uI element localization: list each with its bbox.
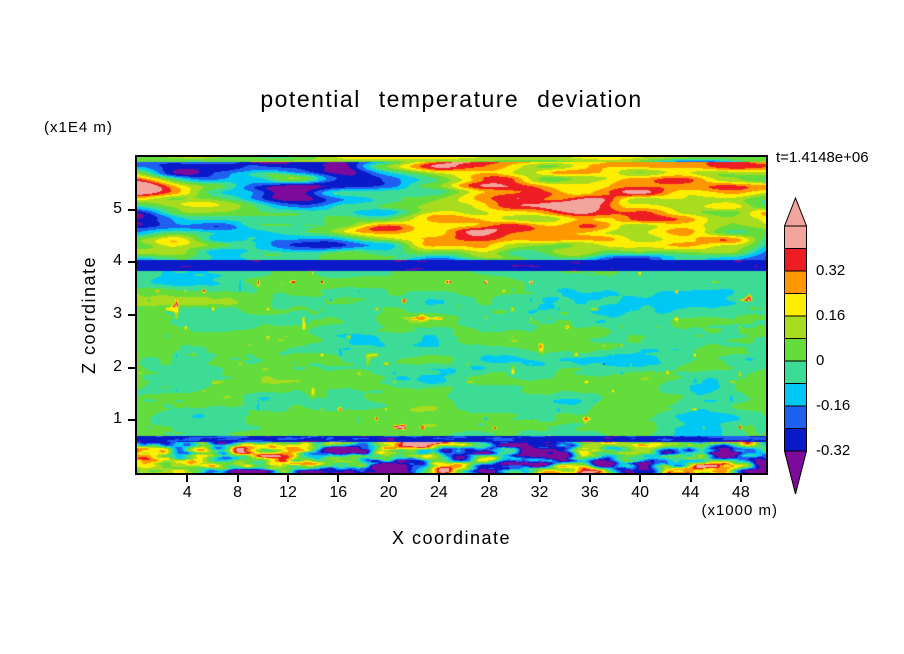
y-axis-tick-label: 1 bbox=[113, 410, 122, 428]
y-axis-tick-label: 4 bbox=[113, 252, 122, 270]
colorbar-tick-label: 0.16 bbox=[816, 307, 846, 324]
x-axis-units-label: (x1000 m) bbox=[701, 502, 778, 519]
x-axis-tick-label: 8 bbox=[233, 484, 243, 501]
colorbar-segment bbox=[784, 405, 807, 429]
y-axis-tick-label: 2 bbox=[113, 357, 122, 375]
colorbar-bottom-cap bbox=[783, 450, 808, 495]
y-axis-tick bbox=[128, 419, 135, 422]
x-axis-label: X coordinate bbox=[391, 528, 512, 548]
x-axis-tick bbox=[488, 475, 491, 482]
colorbar-tick-label: -0.32 bbox=[816, 442, 851, 459]
x-axis-tick bbox=[588, 475, 591, 482]
x-axis-tick-label: 48 bbox=[731, 484, 750, 501]
x-axis-tick bbox=[236, 475, 239, 482]
x-axis-tick-label: 12 bbox=[279, 484, 297, 501]
x-axis-tick-label: 36 bbox=[580, 484, 599, 501]
x-axis-tick-label: 28 bbox=[480, 484, 499, 501]
x-axis-tick bbox=[186, 475, 189, 482]
x-axis-tick-label: 20 bbox=[379, 484, 398, 501]
y-axis-tick bbox=[128, 366, 135, 369]
time-annotation: t=1.4148e+06 bbox=[776, 149, 869, 166]
plot-frame bbox=[135, 155, 768, 475]
colorbar-top-cap bbox=[783, 196, 808, 227]
x-axis-tick-label: 16 bbox=[329, 484, 348, 501]
y-axis-tick-label: 5 bbox=[113, 199, 122, 217]
y-axis-tick bbox=[128, 208, 135, 211]
colorbar-segment bbox=[784, 293, 807, 317]
y-axis-tick bbox=[128, 314, 135, 316]
x-axis-tick-label: 24 bbox=[430, 484, 448, 501]
x-axis-tick bbox=[437, 475, 440, 482]
x-axis-tick-label: 4 bbox=[182, 484, 192, 501]
colorbar-tick-label: 0 bbox=[816, 352, 825, 369]
chart-title: potential temperature deviation bbox=[260, 86, 643, 112]
x-axis-tick-label: 44 bbox=[681, 484, 700, 501]
colorbar-segment bbox=[784, 338, 807, 362]
colorbar-segment bbox=[784, 248, 807, 272]
colorbar-segment bbox=[784, 270, 807, 294]
colorbar-tick-label: -0.16 bbox=[816, 397, 851, 414]
x-axis-tick bbox=[639, 475, 642, 482]
x-axis-tick bbox=[739, 475, 742, 482]
y-axis-tick bbox=[128, 261, 135, 264]
x-axis-tick bbox=[689, 475, 692, 482]
colorbar-tick-label: 0.32 bbox=[816, 262, 846, 279]
colorbar-segment bbox=[784, 383, 807, 407]
x-axis-tick bbox=[387, 475, 390, 482]
z-axis-units-label: (x1E4 m) bbox=[44, 119, 113, 136]
x-axis-tick-label: 32 bbox=[530, 484, 549, 501]
x-axis-tick bbox=[337, 475, 340, 482]
heatmap-canvas bbox=[137, 157, 766, 473]
colorbar-segment bbox=[784, 225, 807, 249]
colorbar-segment bbox=[784, 428, 807, 452]
x-axis-tick bbox=[286, 475, 289, 482]
colorbar bbox=[783, 196, 808, 495]
x-axis-tick bbox=[538, 475, 541, 482]
x-axis-tick-label: 40 bbox=[631, 484, 650, 501]
colorbar-segment bbox=[784, 315, 807, 339]
y-axis-tick-label: 3 bbox=[113, 305, 122, 322]
colorbar-segment bbox=[784, 360, 807, 384]
